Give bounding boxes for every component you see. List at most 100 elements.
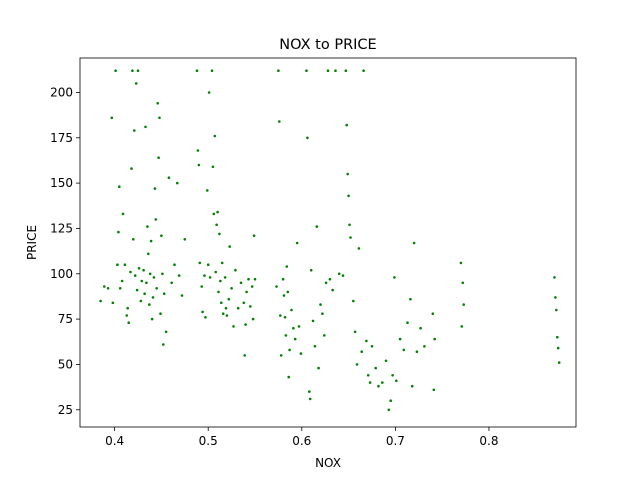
data-point	[106, 287, 110, 290]
data-point	[150, 317, 154, 321]
data-point	[292, 326, 295, 330]
y-tick-label: 125	[50, 221, 73, 235]
data-point	[223, 276, 227, 279]
y-axis-label: PRICE	[25, 225, 39, 260]
data-point	[393, 276, 396, 279]
data-point	[177, 274, 181, 277]
data-point	[278, 120, 281, 123]
data-point	[244, 323, 247, 326]
data-point	[118, 287, 122, 290]
data-point	[317, 366, 320, 370]
data-point	[167, 176, 171, 179]
data-point	[365, 339, 368, 343]
data-point	[196, 149, 200, 152]
data-point	[285, 265, 289, 268]
data-point	[462, 303, 466, 306]
data-point	[431, 312, 435, 316]
data-point	[232, 325, 235, 328]
data-point	[247, 277, 250, 281]
data-point	[245, 290, 248, 294]
y-axis: 25 50 75 100 125 150 175 200	[50, 85, 80, 417]
data-point	[126, 306, 129, 310]
data-point	[215, 223, 218, 227]
data-point	[152, 276, 156, 279]
data-point	[556, 346, 560, 350]
data-point	[129, 270, 132, 274]
data-point	[321, 312, 324, 316]
data-point	[305, 69, 308, 72]
data-point	[433, 337, 437, 341]
data-point	[213, 134, 217, 138]
data-point	[161, 272, 164, 276]
data-point	[173, 263, 176, 267]
data-point	[162, 292, 166, 296]
data-point	[460, 325, 464, 328]
data-point	[251, 317, 255, 321]
data-point	[554, 296, 557, 299]
data-point	[204, 316, 207, 319]
data-point	[366, 374, 370, 377]
data-point	[355, 363, 359, 366]
data-point	[99, 299, 102, 303]
data-point	[139, 299, 143, 303]
data-point	[389, 399, 393, 403]
plot-frame	[79, 57, 577, 428]
data-point	[195, 69, 199, 72]
data-point	[293, 337, 297, 341]
data-point	[459, 261, 463, 265]
data-point	[148, 303, 151, 306]
data-point	[228, 245, 231, 248]
data-point	[111, 301, 115, 305]
data-point	[206, 189, 209, 192]
data-point	[146, 225, 149, 228]
data-point	[151, 296, 155, 299]
data-point	[306, 136, 309, 140]
y-tick-label: 25	[58, 403, 73, 417]
data-point	[127, 321, 130, 325]
data-point	[279, 314, 282, 317]
data-point	[384, 359, 388, 363]
data-point	[227, 297, 231, 301]
data-point	[140, 279, 144, 283]
data-point	[461, 281, 465, 285]
data-point	[225, 314, 229, 317]
data-point	[277, 69, 280, 72]
data-point	[224, 306, 228, 310]
data-point	[198, 261, 202, 265]
data-point	[556, 335, 559, 339]
data-point	[144, 125, 147, 129]
data-point	[275, 285, 278, 288]
data-point	[219, 279, 222, 283]
data-point	[324, 281, 328, 285]
y-tick-label: 150	[50, 176, 73, 190]
data-point	[391, 374, 394, 377]
data-point	[337, 272, 341, 276]
data-point	[243, 354, 246, 357]
data-point	[402, 348, 406, 352]
data-point	[133, 129, 136, 132]
data-point	[406, 321, 409, 325]
data-point	[242, 301, 246, 305]
data-point	[326, 69, 330, 72]
data-point	[230, 287, 233, 290]
data-point	[132, 238, 135, 241]
data-point	[412, 241, 416, 245]
data-point	[323, 334, 326, 337]
data-point	[250, 285, 254, 288]
data-point	[103, 285, 106, 288]
data-point	[137, 267, 141, 270]
data-point	[284, 334, 288, 337]
data-point	[117, 230, 120, 234]
data-point	[207, 91, 211, 94]
data-point	[328, 277, 332, 281]
data-point	[208, 276, 212, 279]
x-axis-label: NOX	[315, 456, 341, 470]
data-point	[557, 361, 561, 364]
data-point	[158, 116, 161, 120]
data-point	[143, 292, 146, 296]
data-point	[347, 194, 350, 198]
data-point	[553, 276, 556, 279]
data-point	[346, 172, 350, 176]
data-point	[297, 325, 301, 328]
